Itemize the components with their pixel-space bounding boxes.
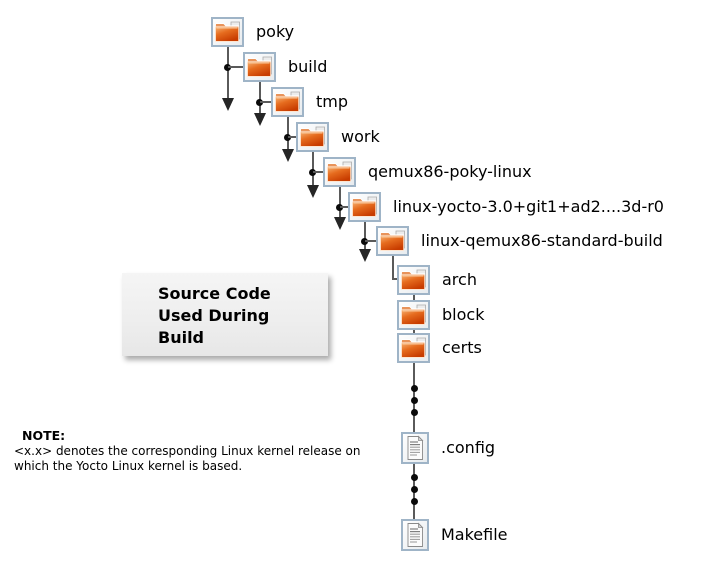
folder-icon — [376, 226, 409, 256]
connector-line — [391, 277, 398, 280]
connector-line — [287, 136, 297, 138]
node-label: block — [442, 305, 485, 324]
connector-line — [227, 66, 244, 68]
node-label: work — [341, 127, 380, 146]
node-label: linux-yocto-3.0+git1+ad2....3d-r0 — [393, 197, 664, 216]
tree-node-linux-yocto: linux-yocto-3.0+git1+ad2....3d-r0 — [348, 192, 664, 222]
ellipsis-dot — [410, 497, 418, 505]
tree-node-arch: arch — [397, 265, 477, 295]
node-label: qemux86-poky-linux — [368, 162, 532, 181]
node-label: certs — [442, 338, 482, 357]
file-icon — [401, 519, 429, 551]
arrow-down-icon — [306, 185, 319, 198]
folder-icon — [397, 300, 430, 330]
tree-node-makefile: Makefile — [401, 519, 508, 551]
ellipsis-dot — [410, 384, 418, 392]
folder-icon — [243, 52, 276, 82]
arrow-down-icon — [333, 217, 346, 230]
tree-node-qemux86-poky-linux: qemux86-poky-linux — [323, 157, 532, 187]
node-label: Makefile — [441, 525, 508, 544]
node-label: tmp — [316, 92, 349, 111]
tree-node-work: work — [296, 122, 380, 152]
arrow-down-icon — [253, 113, 266, 126]
connector-line — [312, 171, 324, 173]
tree-node-config: .config — [401, 432, 495, 464]
tree-node-poky: poky — [211, 17, 294, 47]
node-label: arch — [442, 270, 477, 289]
note-block: NOTE: <x.x> denotes the corresponding Li… — [14, 428, 361, 475]
connector-line — [363, 222, 366, 249]
connector-line — [338, 187, 341, 217]
callout-line: Used During — [158, 306, 270, 325]
folder-icon — [296, 122, 329, 152]
folder-icon — [323, 157, 356, 187]
connector-line — [391, 256, 394, 280]
arrow-down-icon — [281, 149, 294, 162]
ellipsis-dot — [410, 485, 418, 493]
callout-line: Build — [158, 328, 205, 347]
ellipsis-dot — [410, 408, 418, 416]
node-label: build — [288, 57, 328, 76]
ellipsis-dot — [410, 473, 418, 481]
connector-line — [258, 82, 261, 113]
ellipsis-dot — [410, 396, 418, 404]
connector-line — [259, 101, 272, 103]
callout-line: Source Code — [158, 284, 271, 303]
folder-icon — [211, 17, 244, 47]
folder-icon — [397, 333, 430, 363]
note-heading: NOTE: — [22, 428, 66, 443]
connector-line — [226, 47, 229, 98]
note-body-line: <x.x> denotes the corresponding Linux ke… — [14, 443, 361, 458]
connector-line — [286, 117, 289, 149]
node-label: .config — [441, 438, 496, 457]
node-label: poky — [256, 22, 295, 41]
folder-icon — [348, 192, 381, 222]
arrow-down-icon — [221, 98, 234, 111]
arrow-down-icon — [358, 249, 371, 262]
folder-icon — [271, 87, 304, 117]
file-icon — [401, 432, 429, 464]
note-body-line: which the Yocto Linux kernel is based. — [14, 459, 243, 473]
tree-node-certs: certs — [397, 333, 482, 363]
node-label: linux-qemux86-standard-build — [421, 231, 663, 250]
connector-line — [412, 295, 415, 300]
folder-icon — [397, 265, 430, 295]
tree-node-block: block — [397, 300, 484, 330]
source-code-callout: Source Code Used During Build — [122, 273, 328, 356]
connector-line — [364, 240, 377, 242]
tree-node-linux-qemux86-standard-build: linux-qemux86-standard-build — [376, 226, 663, 256]
connector-line — [412, 330, 415, 333]
connector-line — [339, 206, 349, 208]
tree-node-build: build — [243, 52, 327, 82]
tree-node-tmp: tmp — [271, 87, 348, 117]
